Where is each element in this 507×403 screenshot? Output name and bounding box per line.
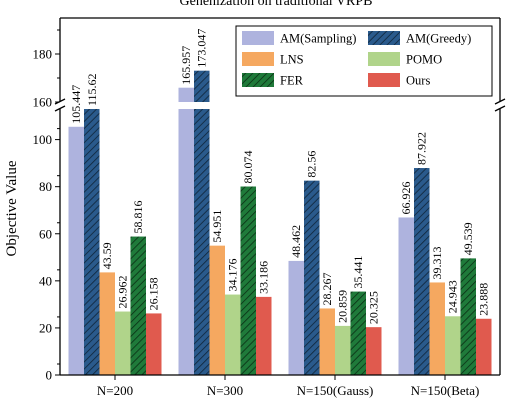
y-tick-label: 160	[33, 95, 53, 110]
x-tick-label-n-150-beta: N=150(Beta)	[411, 383, 480, 398]
value-label-am-greedy-n-150-beta: 87.922	[415, 132, 429, 165]
bar-pomo-n-300	[225, 294, 241, 375]
bars-layer	[68, 70, 492, 375]
value-label-fer-n-300: 80.074	[241, 151, 255, 184]
value-label-am-greedy-n-150-gauss: 82.56	[305, 151, 319, 178]
bar-lns-n-150-gauss	[319, 308, 335, 375]
legend-swatch-am-greedy	[368, 31, 400, 45]
value-label-pomo-n-150-beta: 24.943	[446, 280, 460, 313]
legend-swatch-lns	[242, 52, 274, 66]
value-label-lns-n-200: 43.59	[100, 242, 114, 269]
x-tick-label-n-150-gauss: N=150(Gauss)	[297, 383, 374, 398]
bar-pomo-n-200	[115, 311, 131, 375]
value-label-ours-n-300: 33.186	[257, 261, 271, 294]
value-label-am-sampling-n-150-beta: 66.926	[399, 181, 413, 214]
y-tick-label: 100	[33, 132, 53, 147]
value-label-lns-n-150-gauss: 28.267	[320, 272, 334, 305]
y-tick-label: 80	[39, 179, 52, 194]
y-tick-label: 60	[39, 226, 52, 241]
bar-am-sampling-n-200	[68, 126, 84, 375]
bar-fer-n-300	[240, 186, 256, 375]
bar-am-sampling-n-300	[178, 109, 194, 375]
value-label-pomo-n-150-gauss: 20.859	[336, 290, 350, 323]
axes-layer: N=200 N=300 N=150(Gauss) N=150(Beta) 0 20 40 60…	[33, 17, 506, 398]
x-tick-label-n-200: N=200	[97, 383, 133, 398]
value-label-ours-n-200: 26.158	[147, 277, 161, 310]
bar-fer-n-150-gauss	[350, 291, 366, 375]
bar-fer-n-150-beta	[460, 258, 476, 375]
value-label-pomo-n-200: 26.962	[116, 276, 130, 309]
y-tick-label: 20	[39, 320, 52, 335]
bar-am-sampling-n-150-gauss	[288, 260, 304, 375]
bar-pomo-n-150-beta	[445, 316, 461, 375]
bar-am-greedy-n-150-beta	[414, 168, 430, 375]
value-label-ours-n-150-beta: 23.888	[477, 283, 491, 316]
bar-am-greedy-n-300-upper	[194, 70, 210, 102]
bar-lns-n-300	[209, 245, 225, 375]
legend-label-ours: Ours	[406, 74, 430, 88]
legend-label-am-greedy: AM(Greedy)	[406, 32, 471, 46]
value-label-am-sampling-n-150-gauss: 48.462	[289, 225, 303, 258]
value-label-ours-n-150-gauss: 20.325	[367, 291, 381, 324]
y-tick-label: 40	[39, 273, 52, 288]
bar-am-sampling-n-300-upper	[178, 87, 194, 102]
value-label-am-sampling-n-300: 165.957	[179, 46, 193, 85]
legend-swatch-am-sampling	[242, 31, 274, 45]
value-label-fer-n-150-gauss: 35.441	[351, 256, 365, 289]
value-label-am-greedy-n-200: 115.62	[85, 73, 99, 106]
legend-swatch-pomo	[368, 52, 400, 66]
legend-box	[235, 25, 493, 97]
legend-label-am-sampling: AM(Sampling)	[280, 32, 356, 46]
y-tick-label: 0	[46, 368, 53, 383]
legend-label-lns: LNS	[280, 53, 304, 67]
legend-label-fer: FER	[280, 74, 304, 88]
bar-fer-n-200	[130, 236, 146, 375]
value-label-lns-n-300: 54.951	[210, 210, 224, 243]
bar-am-greedy-n-300	[194, 109, 210, 375]
y-axis-label: Objective Value	[4, 160, 20, 256]
value-label-am-greedy-n-300: 173.047	[195, 29, 209, 68]
bar-am-sampling-n-150-beta	[398, 217, 414, 375]
axis-break-mark	[54, 105, 66, 112]
value-label-lns-n-150-beta: 39.313	[430, 246, 444, 279]
x-tick-label-n-300: N=300	[207, 383, 243, 398]
axis-break-mark	[494, 98, 506, 105]
bar-lns-n-150-beta	[429, 282, 445, 375]
y-tick-label: 180	[33, 47, 53, 62]
bar-lns-n-200	[99, 272, 115, 375]
legend-label-pomo: POMO	[406, 53, 442, 67]
legend-swatch-ours	[368, 73, 400, 87]
bar-ours-n-200	[146, 313, 162, 375]
legend: AM(Sampling) AM(Greedy) LNS POMO FER Ours	[235, 25, 493, 97]
bar-am-greedy-n-150-gauss	[304, 180, 320, 375]
value-label-am-sampling-n-200: 105.447	[69, 85, 83, 124]
bar-pomo-n-150-gauss	[335, 325, 351, 375]
axis-break-mark	[494, 105, 506, 112]
bar-ours-n-150-gauss	[366, 327, 382, 375]
legend-swatch-fer	[242, 73, 274, 87]
bar-ours-n-300	[256, 296, 272, 375]
value-label-pomo-n-300: 34.176	[226, 259, 240, 292]
bar-am-greedy-n-200	[84, 109, 100, 375]
value-label-fer-n-200: 58.816	[131, 201, 145, 234]
chart-title: Genenization on traditional VRPB	[180, 0, 373, 9]
value-label-fer-n-150-beta: 49.539	[461, 222, 475, 255]
bar-ours-n-150-beta	[476, 318, 492, 375]
